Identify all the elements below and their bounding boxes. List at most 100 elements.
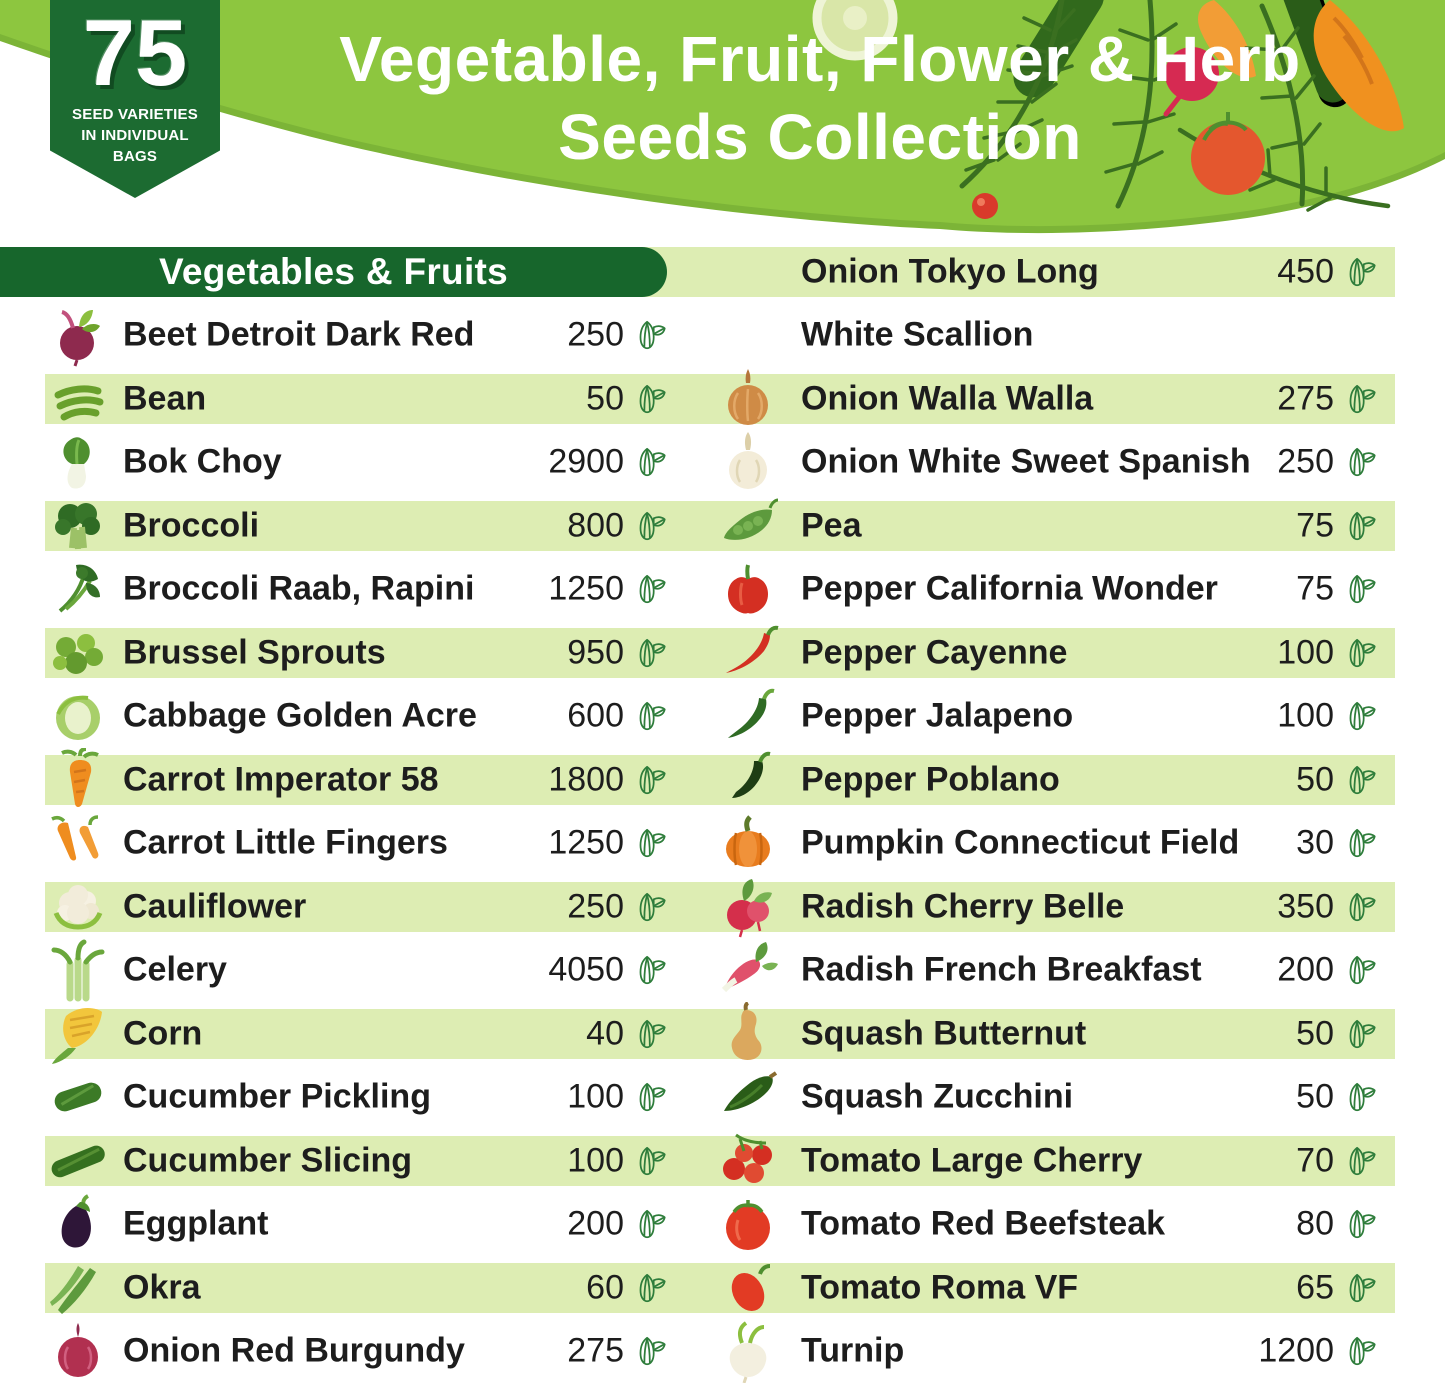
zucchini-image xyxy=(716,1065,780,1129)
carrots-image xyxy=(46,811,110,875)
list-cell-left: Beet Detroit Dark Red 250 xyxy=(0,304,700,368)
seed-icon xyxy=(635,636,668,669)
seed-icon xyxy=(635,1208,668,1241)
tomato_beefsteak-image xyxy=(716,1192,780,1256)
seed-count: 1200 xyxy=(1258,1332,1334,1371)
list-row: Beet Detroit Dark Red 250 White Scallion xyxy=(0,304,1445,368)
beet-image xyxy=(46,303,110,367)
seed-count: 200 xyxy=(567,1205,624,1244)
cucumber_short-image xyxy=(46,1065,110,1129)
item-name: Onion Red Burgundy xyxy=(123,1332,465,1371)
seed-icon xyxy=(1345,636,1378,669)
item-count: 1250 xyxy=(548,824,668,863)
item-count: 60 xyxy=(586,1268,668,1307)
seed-count: 200 xyxy=(1277,951,1334,990)
bean-image xyxy=(46,367,110,431)
item-count: 65 xyxy=(1296,1268,1378,1307)
seed-count: 100 xyxy=(567,1141,624,1180)
seed-count: 30 xyxy=(1296,824,1334,863)
eggplant-image xyxy=(46,1192,110,1256)
seed-icon xyxy=(1345,1335,1378,1368)
seed-icon xyxy=(635,890,668,923)
item-name-continuation: White Scallion xyxy=(801,316,1033,355)
badge-caption-line: SEED VARIETIES xyxy=(50,104,220,125)
item-count: 70 xyxy=(1296,1141,1378,1180)
item-name: Radish French Breakfast xyxy=(801,951,1202,990)
item-name: Pepper Poblano xyxy=(801,760,1060,799)
seed-icon xyxy=(1345,700,1378,733)
item-count: 30 xyxy=(1296,824,1378,863)
pea-image xyxy=(716,494,780,558)
page-title-line1: Vegetable, Fruit, Flower & Herb xyxy=(230,20,1410,98)
broccoli-image xyxy=(46,494,110,558)
seed-icon xyxy=(635,1271,668,1304)
seed-count: 40 xyxy=(586,1014,624,1053)
item-count: 200 xyxy=(1277,951,1378,990)
item-name: Eggplant xyxy=(123,1205,268,1244)
seed-count: 50 xyxy=(1296,1014,1334,1053)
pepper_cayenne-image xyxy=(716,621,780,685)
item-count: 50 xyxy=(1296,1078,1378,1117)
item-name: Tomato Red Beefsteak xyxy=(801,1205,1165,1244)
item-name: Corn xyxy=(123,1014,202,1053)
seed-count: 50 xyxy=(1296,1078,1334,1117)
okra-image xyxy=(46,1256,110,1320)
item-count: 100 xyxy=(567,1141,668,1180)
seed-count: 75 xyxy=(1296,570,1334,609)
seed-icon xyxy=(1345,382,1378,415)
item-name: Cucumber Slicing xyxy=(123,1141,412,1180)
item-name: Pumpkin Connecticut Field xyxy=(801,824,1239,863)
item-count: 75 xyxy=(1296,570,1378,609)
seed-count: 450 xyxy=(1277,252,1334,291)
seed-count: 250 xyxy=(567,887,624,926)
item-name: Pepper Jalapeno xyxy=(801,697,1073,736)
item-name: Broccoli Raab, Rapini xyxy=(123,570,474,609)
list-cell-right: Onion Tokyo Long 450 xyxy=(700,240,1445,304)
seed-count: 275 xyxy=(1277,379,1334,418)
item-count: 40 xyxy=(586,1014,668,1053)
seed-icon xyxy=(635,509,668,542)
item-count: 100 xyxy=(567,1078,668,1117)
item-count: 250 xyxy=(1277,443,1378,482)
seed-count: 60 xyxy=(586,1268,624,1307)
item-name: Beet Detroit Dark Red xyxy=(123,316,474,355)
item-name: Broccoli xyxy=(123,506,259,545)
item-count: 350 xyxy=(1277,887,1378,926)
item-count: 100 xyxy=(1277,697,1378,736)
item-name: Pepper Cayenne xyxy=(801,633,1067,672)
page-title-line2: Seeds Collection xyxy=(230,98,1410,176)
item-name: Bok Choy xyxy=(123,443,282,482)
item-count: 50 xyxy=(1296,760,1378,799)
item-count: 75 xyxy=(1296,506,1378,545)
seed-icon xyxy=(635,763,668,796)
item-count: 275 xyxy=(567,1332,668,1371)
seed-count: 250 xyxy=(567,316,624,355)
seed-icon xyxy=(1345,954,1378,987)
item-count: 200 xyxy=(567,1205,668,1244)
seed-icon xyxy=(635,1335,668,1368)
cucumber_long-image xyxy=(46,1129,110,1193)
item-name: Onion Tokyo Long xyxy=(801,252,1099,291)
list-cell-left: Onion Red Burgundy 275 xyxy=(0,1320,700,1383)
seed-icon xyxy=(635,573,668,606)
seed-count: 50 xyxy=(1296,760,1334,799)
item-count: 275 xyxy=(1277,379,1378,418)
cabbage-image xyxy=(46,684,110,748)
